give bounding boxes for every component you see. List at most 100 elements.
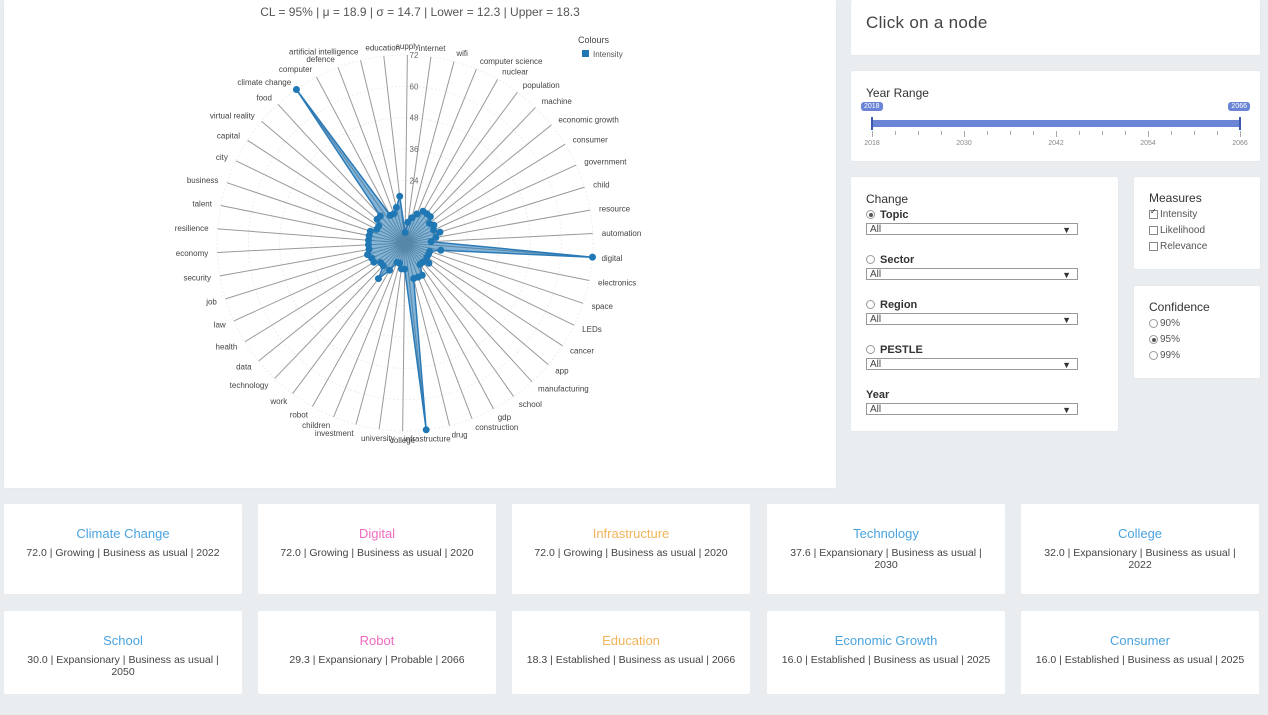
region-select-value: All <box>870 314 882 325</box>
year-min-handle[interactable] <box>871 117 873 130</box>
topic-card[interactable]: Robot 29.3 | Expansionary | Probable | 20… <box>258 611 496 694</box>
axis-label: population <box>523 81 560 90</box>
year-tick-label: 2042 <box>1048 140 1064 147</box>
axis-label: LEDs <box>582 325 602 334</box>
topic-card[interactable]: Technology 37.6 | Expansionary | Business… <box>767 504 1005 594</box>
region-radio[interactable] <box>866 300 875 309</box>
data-point[interactable] <box>396 192 404 200</box>
data-point[interactable] <box>432 234 440 242</box>
region-select[interactable]: All ▼ <box>866 313 1078 325</box>
data-point[interactable] <box>413 210 421 218</box>
dropdown-arrow-icon: ▼ <box>1062 405 1071 415</box>
axis-label: digital <box>601 254 622 263</box>
topic-card[interactable]: Digital 72.0 | Growing | Business as usua… <box>258 504 496 594</box>
confidence-title: Confidence <box>1149 300 1210 314</box>
year-min-badge: 2018 <box>861 102 883 111</box>
axis-label: gdp <box>498 413 512 422</box>
node-info-panel: Click on a node <box>851 0 1260 55</box>
data-point[interactable] <box>292 86 300 94</box>
data-point[interactable] <box>390 210 398 218</box>
measures-panel: Measures Intensity Likelihood Relevance <box>1134 177 1260 269</box>
axis-label: law <box>214 321 226 330</box>
data-point[interactable] <box>430 226 438 234</box>
data-point[interactable] <box>401 229 409 237</box>
year-tick <box>1125 131 1126 135</box>
data-point[interactable] <box>427 238 435 246</box>
data-point[interactable] <box>410 275 418 283</box>
topic-card[interactable]: Infrastructure 72.0 | Growing | Business … <box>512 504 750 594</box>
data-point[interactable] <box>408 214 416 222</box>
data-point[interactable] <box>416 260 424 268</box>
topic-radio[interactable] <box>866 210 875 219</box>
pestle-select-value: All <box>870 359 882 370</box>
data-point[interactable] <box>377 259 385 267</box>
confidence-95-option[interactable]: 95% <box>1149 334 1180 345</box>
axis-label: children <box>302 421 330 430</box>
year-tick <box>1194 131 1195 135</box>
data-point[interactable] <box>436 228 444 236</box>
data-point[interactable] <box>364 251 372 259</box>
confidence-99-option[interactable]: 99% <box>1149 350 1180 361</box>
axis-label: app <box>555 366 569 375</box>
confidence-95-radio[interactable] <box>1149 335 1158 344</box>
relevance-checkbox[interactable] <box>1149 242 1158 251</box>
data-point[interactable] <box>366 227 374 235</box>
confidence-90-option[interactable]: 90% <box>1149 318 1180 329</box>
likelihood-checkbox[interactable] <box>1149 226 1158 235</box>
data-point[interactable] <box>376 212 384 220</box>
axis-label: artificial intelligence <box>289 48 359 57</box>
grid-circle <box>341 179 469 307</box>
relevance-label: Relevance <box>1160 241 1208 252</box>
year-max-handle[interactable] <box>1239 117 1241 130</box>
data-point[interactable] <box>437 246 445 254</box>
topic-card[interactable]: School 30.0 | Expansionary | Business as … <box>4 611 242 694</box>
year-range-track[interactable] <box>872 120 1240 127</box>
data-point[interactable] <box>386 266 394 274</box>
data-point[interactable] <box>588 253 596 261</box>
likelihood-option[interactable]: Likelihood <box>1149 225 1205 236</box>
axis-line <box>404 242 575 326</box>
data-point[interactable] <box>393 258 401 266</box>
filter-panel: Change Topic All ▼ Sector All ▼ Region All… <box>851 177 1118 431</box>
topic-select[interactable]: All ▼ <box>866 223 1078 235</box>
data-point[interactable] <box>392 203 400 211</box>
sector-radio[interactable] <box>866 255 875 264</box>
topic-card-title: School <box>103 633 143 648</box>
intensity-label: Intensity <box>1160 209 1198 220</box>
confidence-99-radio[interactable] <box>1149 351 1158 360</box>
sector-select[interactable]: All ▼ <box>866 268 1078 280</box>
topic-card[interactable]: College 32.0 | Expansionary | Business as… <box>1021 504 1259 594</box>
intensity-option[interactable]: Intensity <box>1149 207 1198 220</box>
topic-select-value: All <box>870 224 882 235</box>
intensity-checkbox[interactable] <box>1149 207 1158 219</box>
axis-label: supply <box>396 42 419 51</box>
data-point[interactable] <box>423 253 431 261</box>
axis-label: wifi <box>455 49 468 58</box>
data-point[interactable] <box>404 218 412 226</box>
topic-card-title: Technology <box>853 526 919 541</box>
axis-label: defence <box>306 55 335 64</box>
year-filter: Year All ▼ <box>866 388 1080 415</box>
pestle-radio[interactable] <box>866 345 875 354</box>
data-point[interactable] <box>422 426 430 434</box>
data-point[interactable] <box>425 259 433 267</box>
topic-card[interactable]: Consumer 16.0 | Established | Business as… <box>1021 611 1259 694</box>
pestle-select[interactable]: All ▼ <box>866 358 1078 370</box>
confidence-panel: Confidence 90% 95% 99% <box>1134 286 1260 378</box>
topic-card[interactable]: Climate Change 72.0 | Growing | Business … <box>4 504 242 594</box>
data-point[interactable] <box>375 222 383 230</box>
change-title: Change <box>866 191 909 206</box>
data-point[interactable] <box>374 275 382 283</box>
year-select[interactable]: All ▼ <box>866 403 1078 415</box>
axis-label: drug <box>452 430 468 439</box>
topic-filter: Topic All ▼ <box>866 208 1080 235</box>
confidence-90-radio[interactable] <box>1149 319 1158 328</box>
data-point[interactable] <box>397 265 405 273</box>
radial-tick-label: 36 <box>410 145 419 154</box>
axis-line <box>404 55 408 244</box>
relevance-option[interactable]: Relevance <box>1149 241 1207 252</box>
data-point[interactable] <box>426 213 434 221</box>
topic-card[interactable]: Economic Growth 16.0 | Established | Busi… <box>767 611 1005 694</box>
topic-card[interactable]: Education 18.3 | Established | Business a… <box>512 611 750 694</box>
confidence-stats: CL = 95% | μ = 18.9 | σ = 14.7 | Lower =… <box>260 5 580 19</box>
